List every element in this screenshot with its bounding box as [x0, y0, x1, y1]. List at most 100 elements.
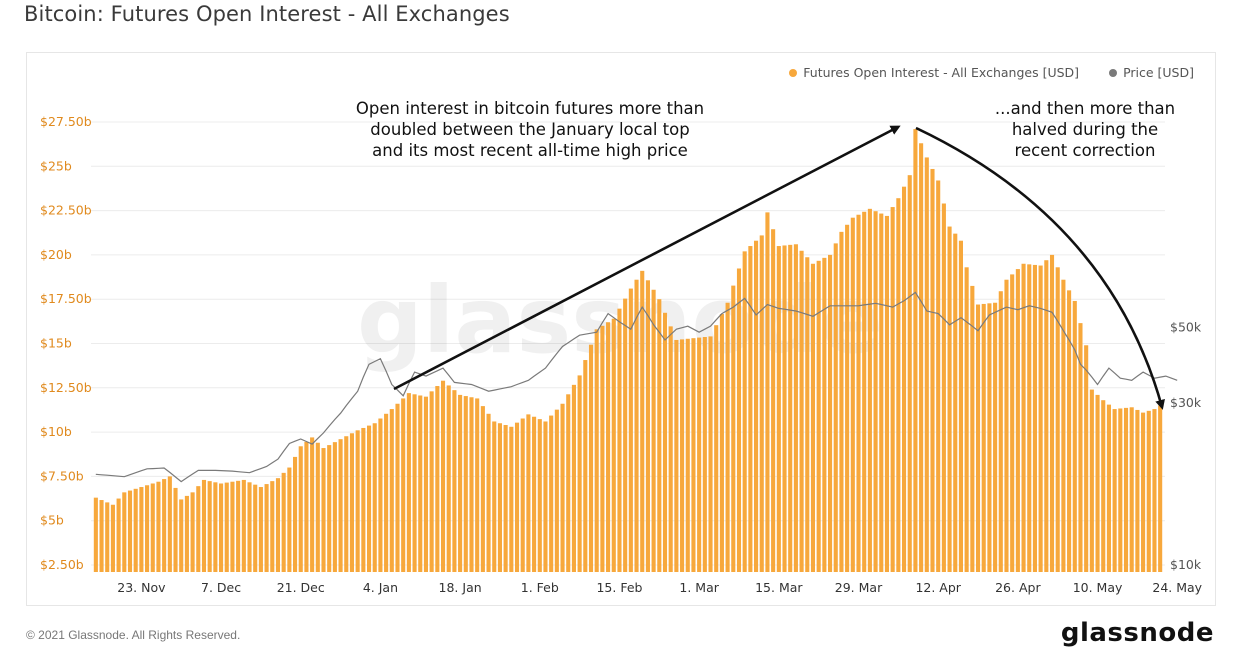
open-interest-bar[interactable]	[116, 498, 121, 572]
open-interest-bar[interactable]	[497, 423, 502, 572]
open-interest-bar[interactable]	[1101, 400, 1106, 572]
open-interest-bar[interactable]	[173, 487, 178, 572]
open-interest-bar[interactable]	[389, 409, 394, 572]
open-interest-bar[interactable]	[366, 425, 372, 572]
open-interest-bar[interactable]	[998, 291, 1003, 572]
open-interest-bar[interactable]	[458, 394, 463, 572]
open-interest-bar[interactable]	[873, 211, 878, 572]
open-interest-bar[interactable]	[571, 384, 576, 572]
open-interest-bar[interactable]	[127, 490, 133, 572]
open-interest-bar[interactable]	[822, 257, 827, 572]
open-interest-bar[interactable]	[668, 326, 673, 572]
open-interest-bar[interactable]	[611, 318, 616, 572]
open-interest-bar[interactable]	[890, 207, 895, 572]
open-interest-bar[interactable]	[355, 430, 360, 572]
open-interest-bar[interactable]	[167, 476, 172, 572]
open-interest-bar[interactable]	[662, 312, 668, 572]
open-interest-bar[interactable]	[304, 441, 309, 572]
open-interest-bar[interactable]	[623, 298, 628, 572]
open-interest-bar[interactable]	[634, 279, 639, 572]
open-interest-bar[interactable]	[110, 504, 115, 572]
open-interest-bar[interactable]	[845, 224, 850, 572]
open-interest-bar[interactable]	[327, 445, 332, 572]
open-interest-bar[interactable]	[219, 483, 224, 572]
open-interest-bar[interactable]	[810, 263, 816, 572]
open-interest-bar[interactable]	[1084, 345, 1089, 572]
open-interest-bar[interactable]	[435, 386, 440, 572]
open-interest-bar[interactable]	[156, 481, 161, 572]
open-interest-bar[interactable]	[1152, 409, 1157, 572]
open-interest-bar[interactable]	[1055, 267, 1060, 572]
open-interest-bar[interactable]	[145, 485, 150, 572]
open-interest-bar[interactable]	[645, 280, 650, 572]
open-interest-bar[interactable]	[941, 203, 946, 572]
open-interest-bar[interactable]	[418, 395, 423, 572]
open-interest-bar[interactable]	[93, 497, 98, 572]
open-interest-bar[interactable]	[680, 339, 685, 572]
open-interest-bar[interactable]	[554, 409, 559, 572]
open-interest-bar[interactable]	[361, 427, 366, 572]
open-interest-bar[interactable]	[930, 168, 935, 572]
open-interest-bar[interactable]	[771, 229, 776, 572]
open-interest-bar[interactable]	[315, 442, 320, 572]
open-interest-bar[interactable]	[264, 484, 269, 572]
open-interest-bar[interactable]	[776, 246, 781, 573]
open-interest-bar[interactable]	[697, 337, 702, 572]
open-interest-bar[interactable]	[828, 254, 833, 572]
open-interest-bar[interactable]	[293, 456, 298, 572]
open-interest-bar[interactable]	[253, 484, 258, 572]
open-interest-bar[interactable]	[1106, 404, 1111, 572]
open-interest-bar[interactable]	[879, 213, 884, 573]
open-interest-bar[interactable]	[782, 245, 787, 572]
open-interest-bar[interactable]	[1010, 274, 1015, 572]
open-interest-bar[interactable]	[213, 482, 218, 572]
open-interest-bar[interactable]	[99, 500, 104, 572]
open-interest-bar[interactable]	[685, 338, 690, 572]
open-interest-bar[interactable]	[913, 129, 918, 572]
open-interest-bar[interactable]	[691, 338, 696, 572]
open-interest-bar[interactable]	[725, 302, 730, 572]
open-interest-bar[interactable]	[719, 313, 724, 572]
open-interest-bar[interactable]	[549, 415, 554, 572]
open-interest-bar[interactable]	[884, 215, 890, 573]
open-interest-bar[interactable]	[201, 479, 207, 572]
open-interest-bar[interactable]	[1089, 389, 1094, 572]
open-interest-bar[interactable]	[816, 260, 821, 572]
open-interest-bar[interactable]	[480, 406, 485, 572]
open-interest-bar[interactable]	[993, 302, 998, 572]
open-interest-bar[interactable]	[793, 244, 798, 572]
open-interest-bar[interactable]	[395, 403, 400, 572]
open-interest-bar[interactable]	[423, 396, 428, 572]
open-interest-bar[interactable]	[856, 214, 861, 573]
open-interest-bar[interactable]	[543, 421, 548, 572]
open-interest-bar[interactable]	[298, 446, 303, 572]
open-interest-bar[interactable]	[503, 425, 508, 572]
open-interest-bar[interactable]	[1004, 279, 1009, 572]
open-interest-bar[interactable]	[486, 413, 491, 572]
legend-item-open-interest[interactable]: Futures Open Interest - All Exchanges [U…	[789, 65, 1079, 80]
open-interest-bar[interactable]	[759, 235, 764, 572]
open-interest-bar[interactable]	[190, 492, 195, 572]
open-interest-bar[interactable]	[321, 448, 326, 572]
open-interest-bar[interactable]	[526, 414, 531, 572]
open-interest-bar[interactable]	[1049, 254, 1055, 572]
open-interest-bar[interactable]	[372, 423, 377, 572]
open-interest-bar[interactable]	[970, 285, 975, 572]
open-interest-bar[interactable]	[196, 486, 201, 572]
open-interest-bar[interactable]	[867, 208, 872, 572]
open-interest-bar[interactable]	[702, 337, 707, 572]
open-interest-bar[interactable]	[594, 329, 599, 572]
open-interest-bar[interactable]	[1078, 323, 1083, 572]
open-interest-bar[interactable]	[577, 375, 582, 572]
open-interest-bar[interactable]	[281, 472, 286, 572]
open-interest-bar[interactable]	[384, 413, 389, 572]
open-interest-bar[interactable]	[1027, 264, 1032, 572]
open-interest-bar[interactable]	[754, 240, 759, 572]
open-interest-bar[interactable]	[349, 433, 355, 572]
open-interest-bar[interactable]	[805, 257, 810, 572]
open-interest-bar[interactable]	[492, 421, 497, 572]
open-interest-bar[interactable]	[600, 325, 605, 572]
open-interest-bar[interactable]	[583, 360, 588, 572]
open-interest-bar[interactable]	[105, 502, 110, 572]
open-interest-bar[interactable]	[537, 419, 542, 572]
